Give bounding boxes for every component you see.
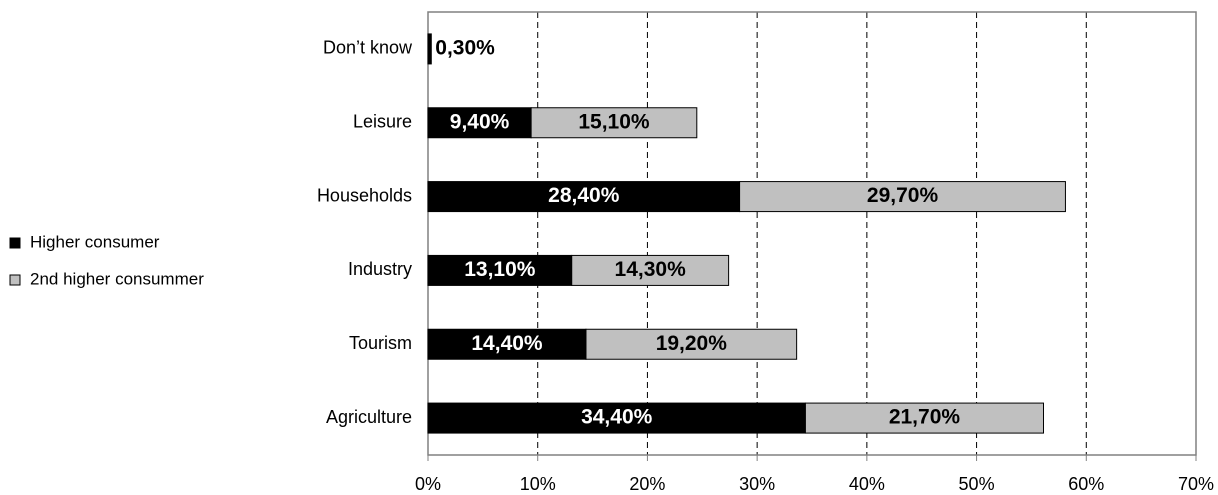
value-label: 28,40% [548,184,620,207]
bar [530,107,698,139]
value-label: 13,10% [464,258,536,281]
x-tick-label: 20% [629,474,665,494]
x-tick-label: 60% [1068,474,1104,494]
y-tick-label: Tourism [349,333,412,353]
plot-frame [427,11,1197,456]
legend-label: Higher consumer [30,232,160,251]
bar [427,181,741,213]
x-tick-label: 50% [959,474,995,494]
bar [585,328,798,360]
bar [427,107,532,139]
value-label: 34,40% [581,406,653,429]
x-tick-label: 0% [415,474,441,494]
bar [739,181,1066,213]
value-label: 19,20% [656,332,728,355]
bar [427,254,573,286]
value-label: 0,30% [435,36,495,59]
x-tick-label: 10% [520,474,556,494]
legend-label: 2nd higher consummer [30,269,204,288]
value-label: 29,70% [867,184,939,207]
value-label: 15,10% [578,110,650,133]
x-tick-label: 30% [739,474,775,494]
legend-swatch [9,274,21,286]
value-label: 9,40% [450,110,510,133]
y-tick-label: Households [317,185,412,205]
value-label: 14,40% [471,332,543,355]
bar [571,254,730,286]
y-tick-label: Don’t know [323,38,413,58]
legend-swatch [9,237,21,249]
value-label: 14,30% [615,258,687,281]
y-tick-label: Leisure [353,112,412,132]
x-tick-label: 40% [849,474,885,494]
y-tick-label: Industry [348,259,412,279]
y-tick-label: Agriculture [326,407,412,427]
bar [427,328,587,360]
bar [427,33,432,65]
bar [427,402,806,434]
x-tick-label: 70% [1178,474,1214,494]
value-label: 21,70% [889,406,961,429]
bar [804,402,1044,434]
